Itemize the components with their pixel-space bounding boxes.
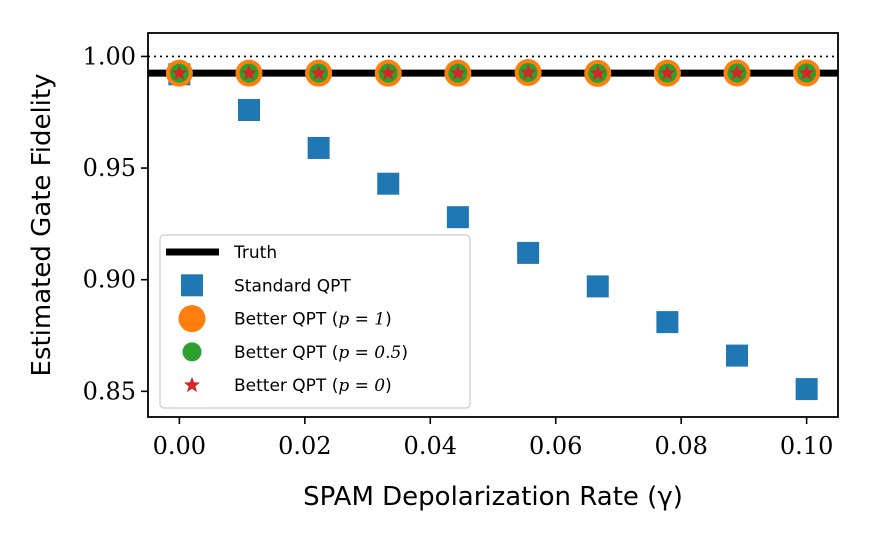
better-qpt-p-0-point — [659, 64, 676, 81]
better-qpt-p-0-point — [310, 64, 327, 81]
y-tick-label: 0.85 — [83, 377, 136, 405]
legend-label: Better QPT (p = 1) — [234, 310, 392, 330]
better-qpt-p-0-point — [728, 64, 746, 80]
legend-box — [159, 234, 471, 409]
standard-qpt-point — [237, 99, 260, 122]
standard-qpt-point — [795, 378, 818, 401]
legend-marker — [182, 342, 202, 362]
standard-qpt-point — [586, 275, 609, 298]
better-qpt-p-0-point — [449, 64, 466, 81]
legend-label: Standard QPT — [234, 276, 351, 296]
legend-label: Better QPT (p = 0) — [234, 376, 392, 396]
better-qpt-p-0-point — [589, 64, 606, 81]
better-qpt-p-0-point — [380, 64, 397, 81]
standard-qpt-point — [307, 136, 330, 159]
legend-marker — [183, 376, 201, 393]
standard-qpt-point — [446, 206, 469, 229]
x-tick-label: 0.02 — [278, 432, 331, 460]
standard-qpt-point — [377, 172, 400, 195]
y-tick-label: 0.95 — [83, 154, 136, 182]
legend-marker — [178, 305, 206, 333]
axes-ticks: 0.00 0.02 0.04 0.06 0.08 0.10 0.85 0.90 0.95 1.00 — [83, 42, 834, 460]
better-qpt-p-0-point — [171, 64, 188, 81]
better-qpt-p-0-point — [240, 64, 258, 81]
x-tick-label: 0.04 — [404, 432, 457, 460]
standard-qpt-point — [726, 344, 749, 367]
legend-label: Truth — [233, 243, 277, 263]
legend-label: Better QPT (p = 0.5) — [234, 343, 408, 363]
x-tick-label: 0.08 — [654, 432, 707, 460]
y-tick-label: 1.00 — [83, 42, 136, 70]
y-axis-label: Estimated Gate Fidelity — [27, 74, 57, 377]
x-tick-label: 0.10 — [780, 432, 833, 460]
standard-qpt-point — [656, 311, 679, 334]
legend-marker — [181, 274, 203, 297]
y-tick-label: 0.90 — [83, 266, 136, 294]
better-qpt-p-0-point — [798, 64, 815, 80]
x-axis-label: SPAM Depolarization Rate (γ) — [303, 482, 683, 512]
x-tick-label: 0.00 — [153, 432, 206, 460]
legend: Truth Standard QPT Better QPT (p = 1) Bette… — [159, 234, 471, 409]
x-tick-label: 0.06 — [529, 432, 582, 460]
data-marks — [148, 55, 838, 401]
plot-frame — [147, 32, 839, 418]
better-qpt-p-0-point — [520, 64, 537, 80]
standard-qpt-point — [517, 241, 540, 264]
